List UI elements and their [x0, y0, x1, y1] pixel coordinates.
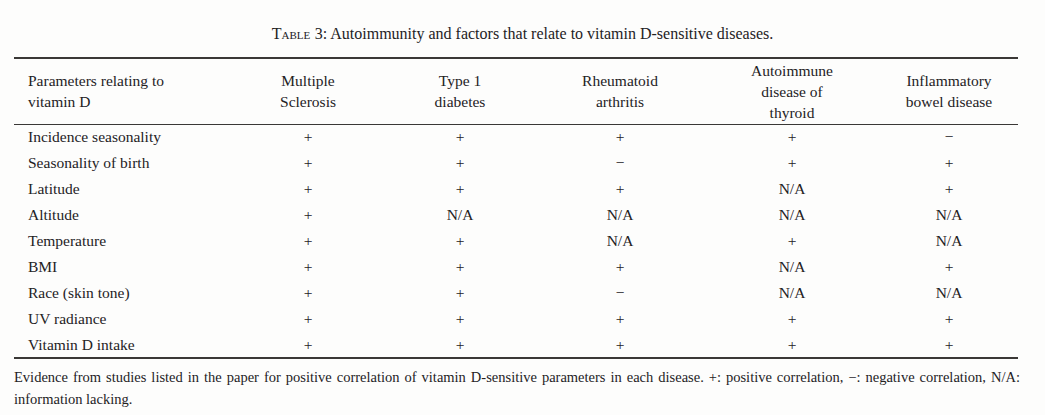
header-line: disease of: [704, 81, 880, 102]
header-line: Rheumatoid: [536, 70, 704, 91]
cell-value: +: [536, 306, 704, 332]
row-param: UV radiance: [14, 306, 232, 332]
cell-value: +: [880, 254, 1018, 280]
header-autoimmune-thyroid: Autoimmune disease of thyroid: [704, 58, 880, 124]
header-row: Parameters relating to vitamin D Multipl…: [14, 58, 1018, 124]
header-line: bowel disease: [880, 91, 1018, 112]
header-parameters: Parameters relating to vitamin D: [14, 58, 232, 124]
header-rheumatoid-arthritis: Rheumatoid arthritis: [536, 58, 704, 124]
table-row: Temperature + + N/A + N/A: [14, 228, 1018, 254]
cell-value: +: [384, 332, 536, 358]
cell-value: +: [232, 306, 384, 332]
header-line: Multiple: [232, 70, 384, 91]
cell-value: N/A: [880, 280, 1018, 306]
cell-value: +: [232, 150, 384, 176]
cell-value: −: [880, 124, 1018, 150]
table-footnote: Evidence from studies listed in the pape…: [14, 367, 1020, 410]
cell-value: +: [704, 150, 880, 176]
header-line: Sclerosis: [232, 91, 384, 112]
cell-value: +: [232, 124, 384, 150]
cell-value: +: [536, 254, 704, 280]
paper-table-figure: Table3: Autoimmunity and factors that re…: [0, 0, 1045, 415]
cell-value: −: [536, 280, 704, 306]
cell-value: +: [536, 176, 704, 202]
header-line: vitamin D: [28, 91, 232, 112]
cell-value: +: [704, 332, 880, 358]
cell-value: N/A: [704, 280, 880, 306]
cell-value: N/A: [880, 228, 1018, 254]
table-body: Incidence seasonality + + + + − Seasonal…: [14, 124, 1018, 358]
header-type1-diabetes: Type 1 diabetes: [384, 58, 536, 124]
row-param: Incidence seasonality: [14, 124, 232, 150]
cell-value: +: [704, 228, 880, 254]
cell-value: +: [384, 124, 536, 150]
cell-value: N/A: [536, 202, 704, 228]
cell-value: +: [232, 280, 384, 306]
cell-value: −: [536, 150, 704, 176]
table-caption: Table3: Autoimmunity and factors that re…: [0, 0, 1045, 44]
row-param: Seasonality of birth: [14, 150, 232, 176]
cell-value: N/A: [704, 176, 880, 202]
row-param: Altitude: [14, 202, 232, 228]
table-row: Incidence seasonality + + + + −: [14, 124, 1018, 150]
cell-value: N/A: [704, 254, 880, 280]
cell-value: +: [384, 280, 536, 306]
header-multiple-sclerosis: Multiple Sclerosis: [232, 58, 384, 124]
row-param: Temperature: [14, 228, 232, 254]
header-line: diabetes: [384, 91, 536, 112]
header-line: arthritis: [536, 91, 704, 112]
cell-value: +: [704, 306, 880, 332]
header-inflammatory-bowel: Inflammatory bowel disease: [880, 58, 1018, 124]
cell-value: +: [232, 254, 384, 280]
cell-value: +: [384, 150, 536, 176]
cell-value: +: [384, 228, 536, 254]
row-param: Vitamin D intake: [14, 332, 232, 358]
cell-value: N/A: [880, 202, 1018, 228]
cell-value: +: [880, 176, 1018, 202]
cell-value: +: [232, 228, 384, 254]
table-row: Seasonality of birth + + − + +: [14, 150, 1018, 176]
table-row: Altitude + N/A N/A N/A N/A: [14, 202, 1018, 228]
table-caption-text: 3: Autoimmunity and factors that relate …: [315, 25, 774, 42]
header-line: Parameters relating to: [28, 70, 232, 91]
cell-value: N/A: [704, 202, 880, 228]
cell-value: N/A: [384, 202, 536, 228]
cell-value: +: [384, 254, 536, 280]
row-param: Race (skin tone): [14, 280, 232, 306]
cell-value: +: [536, 332, 704, 358]
cell-value: +: [880, 332, 1018, 358]
table-row: Race (skin tone) + + − N/A N/A: [14, 280, 1018, 306]
cell-value: +: [704, 124, 880, 150]
row-param: Latitude: [14, 176, 232, 202]
cell-value: +: [232, 332, 384, 358]
table-caption-label: Table: [272, 25, 311, 42]
table-row: BMI + + + N/A +: [14, 254, 1018, 280]
cell-value: +: [232, 202, 384, 228]
table-row: UV radiance + + + + +: [14, 306, 1018, 332]
header-line: Inflammatory: [880, 70, 1018, 91]
header-line: Type 1: [384, 70, 536, 91]
row-param: BMI: [14, 254, 232, 280]
table-row: Vitamin D intake + + + + +: [14, 332, 1018, 358]
header-line: thyroid: [704, 102, 880, 123]
cell-value: +: [536, 124, 704, 150]
cell-value: +: [880, 306, 1018, 332]
cell-value: +: [384, 176, 536, 202]
cell-value: N/A: [536, 228, 704, 254]
cell-value: +: [384, 306, 536, 332]
table-header: Parameters relating to vitamin D Multipl…: [14, 58, 1018, 124]
header-line: Autoimmune: [704, 60, 880, 81]
cell-value: +: [232, 176, 384, 202]
cell-value: +: [880, 150, 1018, 176]
table-row: Latitude + + + N/A +: [14, 176, 1018, 202]
data-table: Parameters relating to vitamin D Multipl…: [14, 57, 1018, 359]
